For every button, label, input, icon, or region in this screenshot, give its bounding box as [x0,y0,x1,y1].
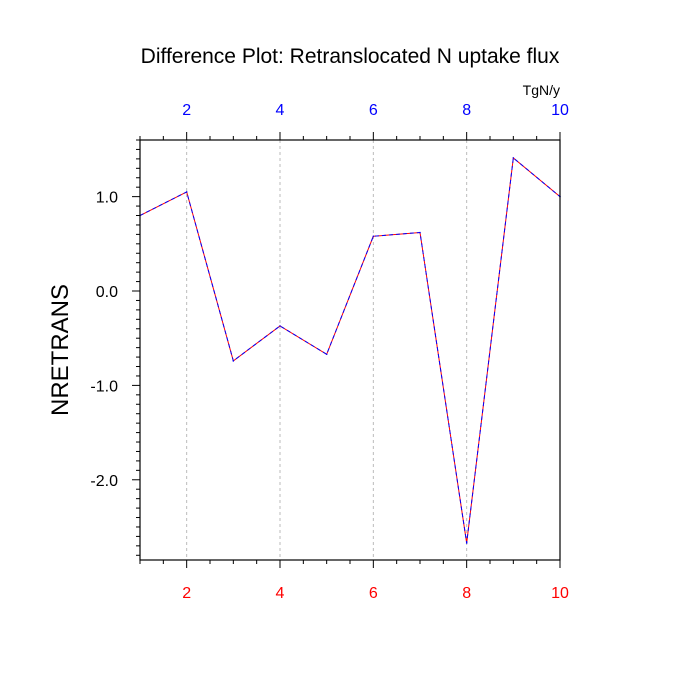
chart-title: Difference Plot: Retranslocated N uptake… [141,45,560,68]
data-point-6 [419,231,421,234]
y-axis-label: NRETRANS [47,284,74,416]
x-tick-label-bottom-2: 6 [369,585,378,602]
grid-lines [186,140,468,560]
x-tick-label-top-4: 10 [551,102,569,119]
series-group [139,156,561,544]
x-tick-label-bottom-4: 10 [551,585,569,602]
data-point-3 [279,325,281,327]
data-point-1 [185,191,188,193]
series-line-0-dash [139,156,561,544]
y-tick-label-0: 1.0 [96,190,118,207]
y-tick-label-1: 0.0 [96,284,118,301]
data-point-8 [512,157,515,159]
y-tick-label-2: -1.0 [90,378,118,395]
y-tick-label-3: -2.0 [90,473,118,490]
x-tick-label-top-0: 2 [182,102,191,119]
units-label: TgN/y [523,82,560,98]
x-tick-label-bottom-0: 2 [182,585,191,602]
x-tick-label-bottom-3: 8 [462,585,471,602]
data-point-2 [232,360,235,362]
x-tick-label-top-1: 4 [276,102,285,119]
tick-marks [132,132,561,568]
data-point-4 [325,353,328,356]
x-tick-label-top-3: 8 [462,102,471,119]
series-line-0 [139,156,561,544]
x-tick-label-top-2: 6 [369,102,378,119]
data-point-5 [372,235,375,238]
data-point-7 [465,542,468,544]
tick-labels: 2 4 6 8 10 2 4 6 8 10 1.0 0.0 -1.0 -2.0 [90,102,569,602]
x-tick-label-bottom-1: 4 [276,585,285,602]
plot-frame [139,139,561,561]
